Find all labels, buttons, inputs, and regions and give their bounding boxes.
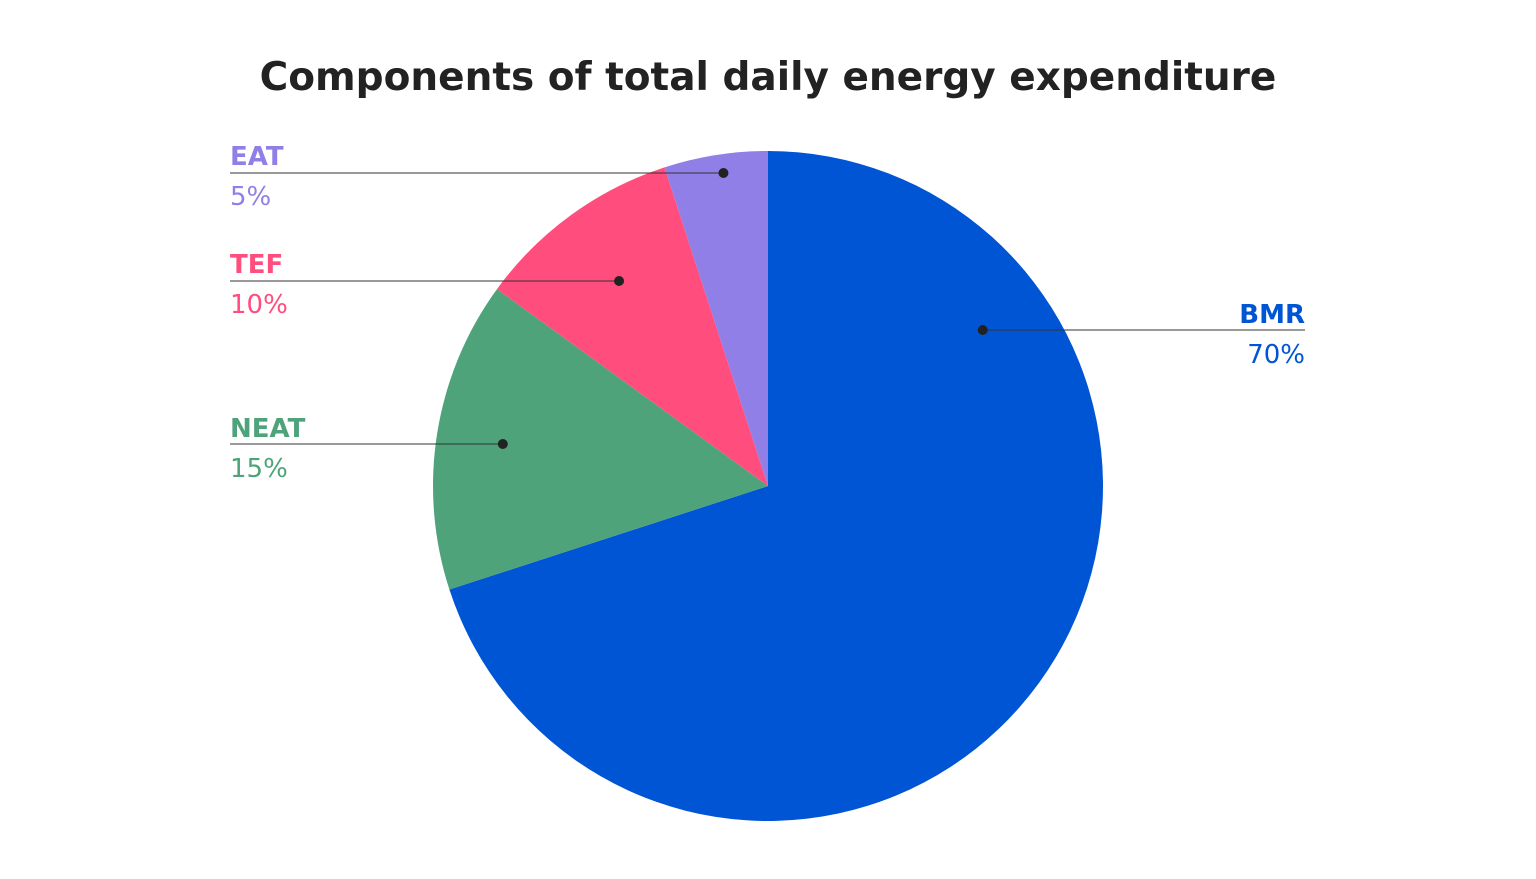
- slice-value-label: 5%: [230, 182, 271, 212]
- leader-dot: [614, 276, 625, 286]
- leader-dot: [977, 325, 988, 335]
- pie-slice: [432, 289, 768, 590]
- pie-slice: [664, 151, 768, 486]
- slice-name: BMR: [1239, 300, 1305, 330]
- chart-title: Components of total daily energy expendi…: [260, 55, 1277, 100]
- pie-slice: [496, 167, 768, 487]
- slice-value-label: 15%: [230, 454, 288, 484]
- slice-name: EAT: [230, 142, 284, 172]
- pie-slice: [449, 151, 1103, 822]
- leader-dot: [718, 168, 729, 178]
- slice-name: NEAT: [230, 414, 306, 444]
- leader-dot: [497, 439, 508, 449]
- slice-value-label: 10%: [230, 290, 288, 320]
- slice-value-label: 70%: [1247, 340, 1305, 370]
- slice-name: TEF: [230, 250, 283, 280]
